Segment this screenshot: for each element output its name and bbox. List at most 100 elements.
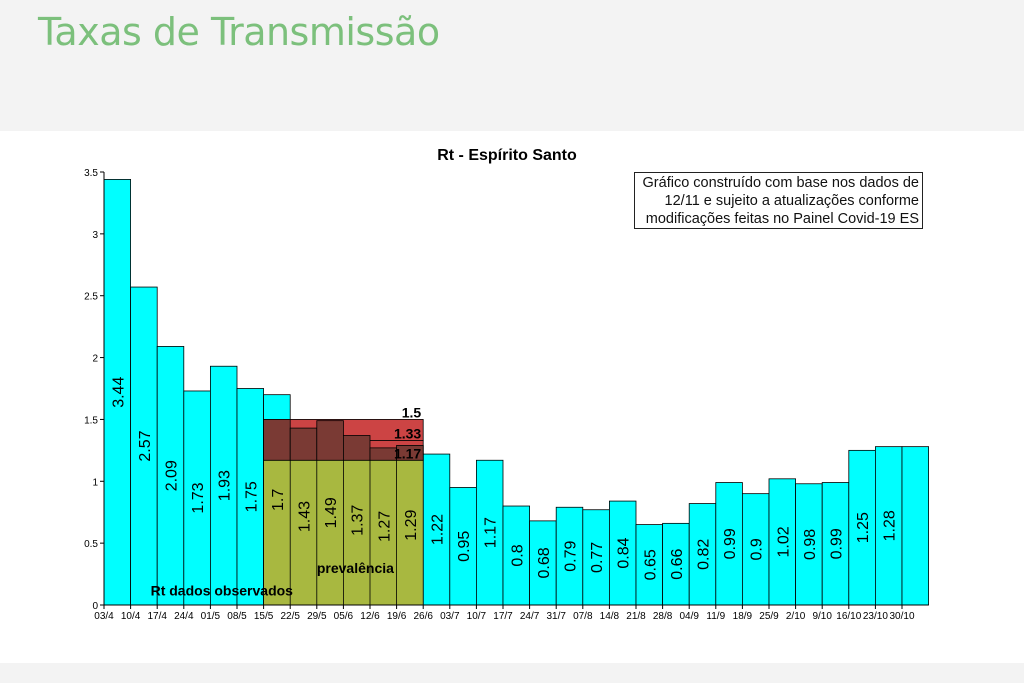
bar-overlap bbox=[263, 419, 291, 461]
bar-value-label: 1.02 bbox=[775, 526, 792, 557]
bar bbox=[475, 459, 504, 606]
bar bbox=[582, 509, 610, 606]
x-tick-label: 01/5 bbox=[201, 611, 221, 622]
bar-overlap bbox=[342, 435, 371, 461]
x-tick-label: 17/7 bbox=[493, 611, 513, 622]
bar-value-label: 1.93 bbox=[217, 470, 234, 501]
bar-value-label: 1.73 bbox=[190, 482, 207, 513]
bar-value-label: 0.65 bbox=[642, 549, 659, 580]
bar bbox=[236, 388, 265, 606]
y-tick-label: 2 bbox=[92, 354, 98, 365]
axes-group: 0 0.5 1 1.5 2 2.5 3 3.5 03/4 10/4 17/4 24/4 01/5 08/5… bbox=[84, 168, 929, 622]
observed-data-label: Rt dados observados bbox=[151, 583, 294, 599]
prevalence-label: prevalência bbox=[317, 560, 394, 576]
bar bbox=[848, 449, 876, 606]
x-tick-label: 9/10 bbox=[812, 611, 832, 622]
bar-value-label: 1.37 bbox=[350, 505, 367, 536]
bar-value-label: 0.9 bbox=[749, 538, 766, 560]
bar bbox=[449, 487, 477, 606]
y-tick-label: 0.5 bbox=[84, 539, 98, 550]
bar-value-label: 1.17 bbox=[483, 517, 500, 548]
x-tick-label: 28/8 bbox=[653, 611, 673, 622]
x-tick-label: 10/4 bbox=[121, 611, 141, 622]
bar-value-label: 0.99 bbox=[829, 528, 846, 559]
bar-overlap bbox=[369, 447, 398, 461]
y-tick-label: 2.5 bbox=[84, 292, 98, 303]
bar-value-label: 1.7 bbox=[270, 489, 287, 511]
bar-value-label: 1.25 bbox=[855, 512, 872, 543]
x-tick-label: 30/10 bbox=[889, 611, 914, 622]
x-tick-label: 2/10 bbox=[786, 611, 806, 622]
bar-overlap bbox=[316, 420, 344, 461]
bar-value-label: 0.79 bbox=[563, 540, 580, 571]
band-label: 1.33 bbox=[394, 425, 421, 441]
bar-value-label: 2.57 bbox=[137, 430, 154, 461]
x-tick-label: 24/4 bbox=[174, 611, 194, 622]
bar-value-label: 0.8 bbox=[509, 544, 526, 566]
x-tick-label: 22/5 bbox=[280, 611, 300, 622]
bar bbox=[422, 453, 451, 606]
x-tick-label: 11/9 bbox=[706, 611, 725, 622]
bar bbox=[821, 482, 850, 606]
x-tick-label: 12/6 bbox=[360, 611, 380, 622]
x-tick-label: 05/6 bbox=[334, 611, 354, 622]
bar bbox=[795, 483, 823, 606]
x-tick-label: 03/4 bbox=[94, 611, 114, 622]
bar-value-label: 1.28 bbox=[882, 510, 899, 541]
x-tick-label: 25/9 bbox=[759, 611, 779, 622]
bar-value-label: 1.49 bbox=[323, 497, 340, 528]
bar bbox=[901, 446, 930, 606]
bar-value-label: 0.98 bbox=[802, 529, 819, 560]
x-tick-label: 03/7 bbox=[440, 611, 460, 622]
bar-overlap bbox=[396, 445, 424, 461]
band-label: 1.5 bbox=[402, 404, 422, 420]
bar-value-label: 0.77 bbox=[589, 542, 606, 573]
x-tick-label: 19/6 bbox=[387, 611, 407, 622]
x-tick-label: 04/9 bbox=[679, 611, 699, 622]
x-tick-label: 23/10 bbox=[863, 611, 888, 622]
x-tick-label: 16/10 bbox=[836, 611, 861, 622]
slide-title: Taxas de Transmissão bbox=[38, 10, 440, 54]
x-tick-label: 29/5 bbox=[307, 611, 327, 622]
bar bbox=[715, 482, 743, 606]
bar-value-label: 1.27 bbox=[376, 511, 393, 542]
x-tick-label: 08/5 bbox=[227, 611, 247, 622]
bar-value-label: 0.84 bbox=[616, 537, 633, 568]
bar-value-label: 2.09 bbox=[164, 460, 181, 491]
x-tick-label: 18/9 bbox=[733, 611, 753, 622]
chart-title: Rt - Espírito Santo bbox=[437, 147, 577, 164]
x-tick-label: 21/8 bbox=[626, 611, 646, 622]
bar-value-label: 0.95 bbox=[456, 531, 473, 562]
x-tick-label: 26/6 bbox=[413, 611, 433, 622]
bar bbox=[209, 365, 238, 606]
x-tick-label: 24/7 bbox=[520, 611, 540, 622]
bar bbox=[662, 522, 690, 606]
note-line: Gráfico construído com base nos dados de bbox=[642, 175, 919, 191]
bar bbox=[555, 506, 584, 606]
prevalence-group: 1.17 1.33 1.5 prevalência bbox=[263, 404, 424, 606]
x-tick-label: 15/5 bbox=[254, 611, 274, 622]
x-tick-label: 07/8 bbox=[573, 611, 593, 622]
bar-value-label: 0.82 bbox=[696, 539, 713, 570]
bar-value-label: 3.44 bbox=[110, 377, 127, 408]
x-tick-label: 10/7 bbox=[467, 611, 487, 622]
data-note-box: Gráfico construído com base nos dados de… bbox=[634, 172, 923, 229]
x-tick-label: 17/4 bbox=[147, 611, 167, 622]
y-tick-label: 0 bbox=[92, 601, 98, 612]
bar-value-label: 1.75 bbox=[243, 481, 260, 512]
band-label: 1.17 bbox=[394, 445, 421, 461]
x-tick-label: 31/7 bbox=[546, 611, 566, 622]
bar-value-label: 1.43 bbox=[297, 501, 314, 532]
bar-labels-group: 3.44 2.57 2.09 1.73 1.93 1.75 1.7 1.43 1.49 1.37 1… bbox=[110, 377, 898, 599]
bar-overlap bbox=[289, 427, 318, 461]
y-tick-label: 1.5 bbox=[84, 415, 98, 426]
note-line: 12/11 e sujeito a atualizações conforme bbox=[664, 193, 919, 209]
bar bbox=[742, 493, 770, 606]
y-tick-label: 1 bbox=[92, 477, 98, 488]
bar-value-label: 1.22 bbox=[430, 514, 447, 545]
bar-value-label: 0.66 bbox=[669, 549, 686, 580]
x-tick-label: 14/8 bbox=[600, 611, 620, 622]
y-tick-label: 3 bbox=[92, 230, 98, 241]
y-tick-label: 3.5 bbox=[84, 168, 98, 179]
bar-value-label: 1.29 bbox=[403, 510, 420, 541]
